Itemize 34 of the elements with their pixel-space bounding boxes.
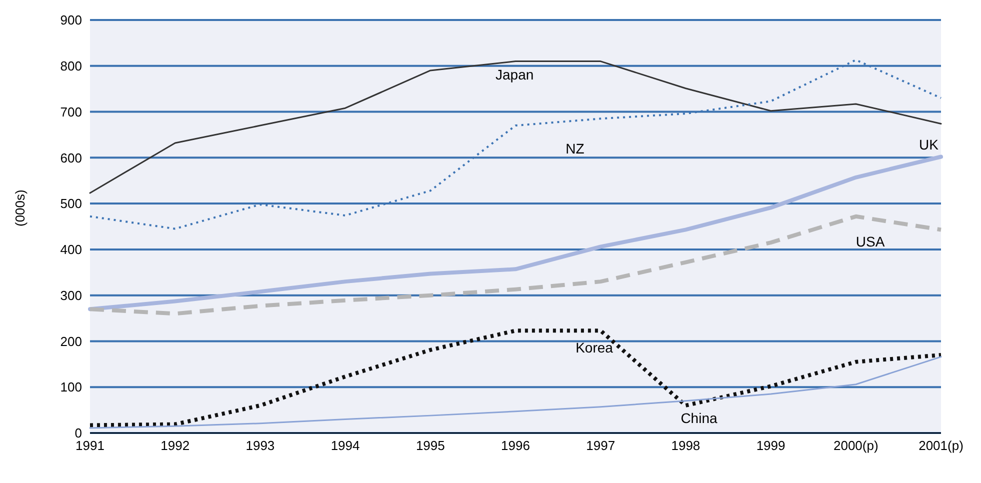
series-label: UK <box>919 136 940 153</box>
y-axis-title: (000s) <box>12 190 28 226</box>
y-tick-label: 600 <box>60 150 82 166</box>
y-tick-label: 200 <box>60 334 82 349</box>
x-tick-label: 1994 <box>330 438 360 454</box>
x-tick-label: 1993 <box>246 438 275 454</box>
y-tick-label: 400 <box>60 242 82 258</box>
series-label: China <box>680 410 718 426</box>
y-tick-label: 500 <box>60 196 82 212</box>
y-tick-label: 800 <box>60 58 82 74</box>
x-tick-label: 1997 <box>586 438 616 454</box>
x-tick-label: 1999 <box>756 438 786 454</box>
x-tick-label: 1995 <box>416 438 445 454</box>
series-label: USA <box>856 233 886 250</box>
line-series <box>88 328 943 428</box>
y-tick-label: 300 <box>60 288 82 303</box>
line-series <box>89 58 942 230</box>
x-tick-label: 1991 <box>76 438 104 454</box>
y-tick-label: 900 <box>60 12 82 28</box>
series-label: Japan <box>496 66 534 82</box>
y-tick-label: 0 <box>74 426 82 441</box>
x-tick-label: 2001(p) <box>918 438 964 454</box>
line-series <box>88 154 943 312</box>
x-tick-label: 2000(p) <box>833 438 878 454</box>
x-tick-label: 1996 <box>501 438 530 454</box>
x-tick-label: 1992 <box>160 438 190 454</box>
line-series <box>88 214 943 316</box>
line-series <box>89 60 942 194</box>
line-series <box>89 356 942 429</box>
series-label: Korea <box>576 340 614 356</box>
series-label: NZ <box>566 140 585 157</box>
y-tick-label: 100 <box>60 380 82 395</box>
y-tick-label: 700 <box>60 104 82 120</box>
x-tick-label: 1998 <box>671 438 700 454</box>
